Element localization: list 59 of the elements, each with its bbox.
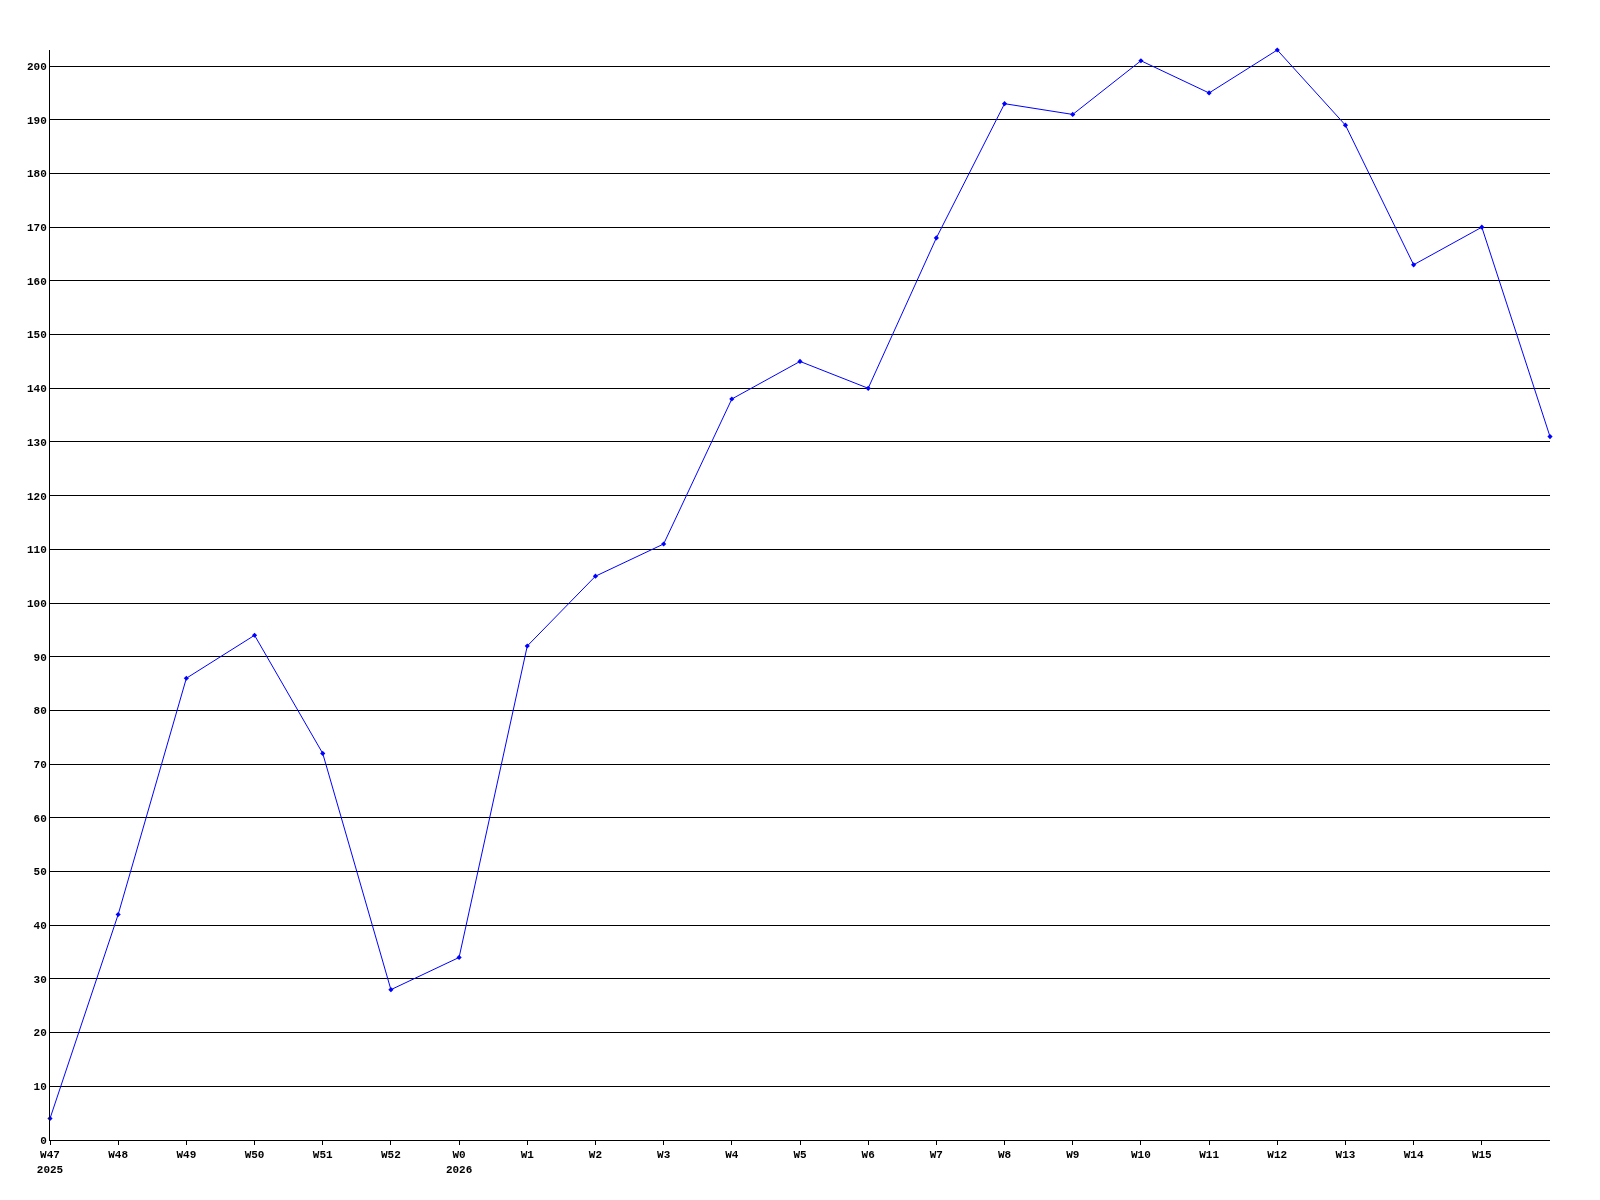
x-tick-label: W2 xyxy=(588,1149,603,1162)
x-tick-label: W14 xyxy=(1403,1149,1424,1162)
point xyxy=(1001,101,1008,107)
point xyxy=(865,385,871,391)
x-tick-label: W48 xyxy=(108,1149,129,1162)
point xyxy=(1547,434,1553,440)
point xyxy=(797,358,803,365)
y-tick-label: 70 xyxy=(33,758,47,771)
y-tick-label: 40 xyxy=(33,920,47,933)
x-tick-label: W15 xyxy=(1471,1149,1493,1162)
x-tick-label: W1 xyxy=(520,1149,535,1162)
x-tick-label: W7 xyxy=(929,1149,943,1162)
y-tick-label: 20 xyxy=(33,1027,47,1040)
x-tick-label: W11 xyxy=(1199,1149,1220,1162)
y-tick-label: 190 xyxy=(26,114,47,127)
x-tick-label: W8 xyxy=(997,1149,1012,1162)
x-tick-label: W0 2026 xyxy=(445,1149,473,1176)
point xyxy=(388,987,394,993)
y-tick-label: 110 xyxy=(26,544,47,557)
x-tick-label: W47 2025 xyxy=(36,1149,64,1176)
point xyxy=(1342,122,1349,128)
x-tick-label: W13 xyxy=(1335,1149,1356,1162)
y-tick-label: 200 xyxy=(26,60,47,73)
x-tick-label: W3 xyxy=(657,1149,671,1162)
x-tick-label: W52 xyxy=(381,1149,401,1162)
y-tick-label: 50 xyxy=(33,866,47,879)
point xyxy=(320,750,326,756)
x-tick-label: W12 xyxy=(1267,1149,1288,1162)
point xyxy=(933,235,939,241)
y-tick-label: 140 xyxy=(26,383,47,396)
point xyxy=(47,1115,53,1122)
y-tick-label: 10 xyxy=(33,1081,47,1094)
point xyxy=(183,675,189,681)
y-tick-label: 100 xyxy=(26,597,47,610)
point xyxy=(456,954,462,961)
x-tick-label: W4 xyxy=(725,1149,739,1162)
y-tick-label: 0 xyxy=(40,1134,47,1147)
y-tick-label: 30 xyxy=(33,973,47,986)
y-tick-label: 180 xyxy=(26,168,47,181)
y-tick-label: 90 xyxy=(33,651,47,664)
y-tick-label: 170 xyxy=(26,222,47,235)
x-tick-label: W51 xyxy=(312,1149,334,1162)
point xyxy=(251,632,258,638)
x-tick-label: W10 xyxy=(1131,1149,1151,1162)
y-tick-label: 160 xyxy=(26,275,47,288)
y-tick-label: 80 xyxy=(33,705,47,718)
x-tick-label: W50 xyxy=(244,1149,265,1162)
point xyxy=(1411,262,1417,268)
x-tick-label: W9 xyxy=(1066,1149,1080,1162)
y-tick-label: 130 xyxy=(26,436,47,449)
y-tick-label: 60 xyxy=(33,812,47,825)
x-tick-label: W6 xyxy=(861,1149,875,1162)
point xyxy=(592,573,599,579)
point xyxy=(115,911,121,918)
point xyxy=(1070,111,1076,118)
y-tick-label: 150 xyxy=(26,329,47,342)
y-tick-label: 120 xyxy=(26,490,47,503)
x-tick-label: W49 xyxy=(176,1149,197,1162)
x-tick-label: W5 xyxy=(793,1149,807,1162)
